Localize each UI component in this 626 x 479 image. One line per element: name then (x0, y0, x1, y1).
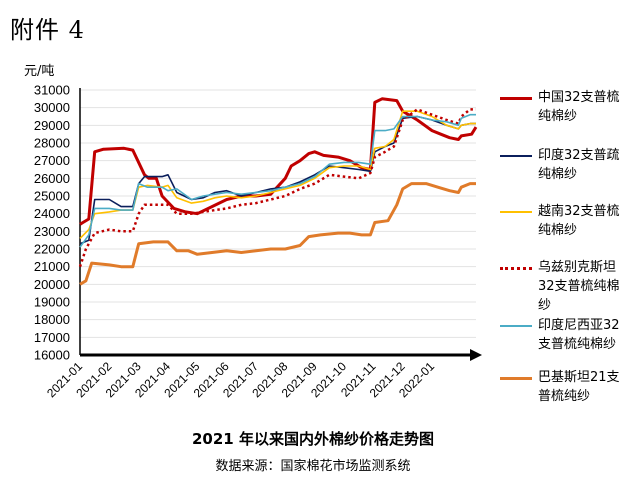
series-line (79, 113, 476, 248)
y-tick-label: 25000 (34, 189, 70, 204)
y-tick-label: 17000 (34, 330, 70, 345)
y-tick-label: 30000 (34, 100, 70, 115)
y-tick-label: 20000 (34, 277, 70, 292)
legend-label: 越南32支普梳纯棉纱 (538, 204, 620, 238)
legend-label: 印度32支普疏纯棉纱 (538, 148, 620, 182)
y-tick-label: 27000 (34, 153, 70, 168)
y-tick-label: 31000 (34, 83, 70, 98)
y-tick-label: 23000 (34, 224, 70, 239)
y-tick-label: 22000 (34, 242, 70, 257)
legend-swatch (500, 97, 532, 100)
series-line (78, 108, 476, 268)
axes (79, 88, 482, 361)
y-tick-label: 19000 (34, 295, 70, 310)
legend-label: 中国32支普梳纯棉纱 (538, 90, 620, 124)
legend-swatch (500, 267, 532, 270)
legend-swatch (500, 155, 532, 157)
legend-label: 印度尼西亚32支普梳纯棉纱 (538, 318, 620, 352)
chart-title: 2021 年以来国内外棉纱价格走势图 (192, 430, 434, 448)
y-tick-label: 21000 (34, 259, 70, 274)
series-line (79, 182, 476, 286)
data-source-note: 数据来源：国家棉花市场监测系统 (215, 459, 411, 474)
y-tick-labels: 16000 17000 18000 19000 20000 21000 22000 23000… (34, 83, 70, 363)
legend-label: 乌兹别克斯坦32支普梳纯棉纱 (538, 260, 620, 313)
series-line (79, 97, 478, 226)
y-axis-unit-label: 元/吨 (24, 64, 55, 79)
y-tick-label: 18000 (34, 312, 70, 327)
x-axis-arrow-icon (470, 349, 482, 361)
legend-swatch (500, 325, 532, 327)
series-lines (78, 97, 478, 286)
legend-swatch (500, 377, 532, 380)
y-tick-label: 28000 (34, 136, 70, 151)
x-tick-labels: 2021-012021-022021-032021-042021-052021-… (44, 359, 437, 400)
y-tick-label: 29000 (34, 118, 70, 133)
y-tick-label: 16000 (34, 348, 70, 363)
document-label: 附件 4 (10, 16, 85, 44)
legend-swatch (500, 211, 532, 213)
series-line (79, 110, 476, 239)
series-line (79, 115, 476, 245)
legend-label: 巴基斯坦21支普梳纯纱 (538, 370, 620, 404)
y-tick-label: 24000 (34, 206, 70, 221)
y-tick-label: 26000 (34, 171, 70, 186)
